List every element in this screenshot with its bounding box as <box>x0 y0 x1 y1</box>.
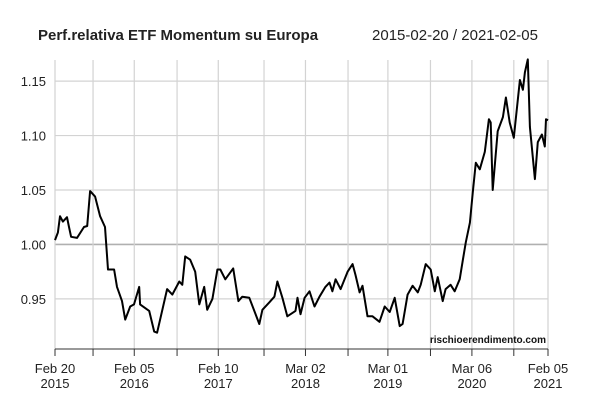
x-tick-label: Feb 05 <box>114 361 154 376</box>
chart-title: Perf.relativa ETF Momentum su Europa <box>38 27 319 44</box>
x-tick-label: Feb 05 <box>528 361 568 376</box>
watermark: rischioerendimento.com <box>430 335 546 346</box>
x-tick-year: 2015 <box>41 376 70 391</box>
gridlines <box>54 60 549 349</box>
x-tick-year: 2016 <box>120 376 149 391</box>
y-tick-label: 1.10 <box>21 129 46 144</box>
series <box>54 58 549 334</box>
y-tick-label: 1.00 <box>21 237 46 252</box>
y-tick-label: 1.15 <box>21 74 46 89</box>
y-tick-label: 0.95 <box>21 292 46 307</box>
x-tick-label: Mar 02 <box>285 361 325 376</box>
x-tick-year: 2021 <box>534 376 563 391</box>
x-tick-label: Mar 01 <box>368 361 408 376</box>
x-tick-year: 2020 <box>457 376 486 391</box>
x-tick-year: 2018 <box>291 376 320 391</box>
x-tick-label: Feb 20 <box>35 361 75 376</box>
performance-line <box>54 58 549 334</box>
x-tick-label: Mar 06 <box>452 361 492 376</box>
date-range: 2015-02-20 / 2021-02-05 <box>372 27 538 44</box>
x-tick-year: 2017 <box>204 376 233 391</box>
y-axis: 0.95 1.00 1.05 1.10 1.15 <box>21 74 46 307</box>
x-tick-label: Feb 10 <box>198 361 238 376</box>
x-tick-year: 2019 <box>373 376 402 391</box>
y-tick-label: 1.05 <box>21 183 46 198</box>
